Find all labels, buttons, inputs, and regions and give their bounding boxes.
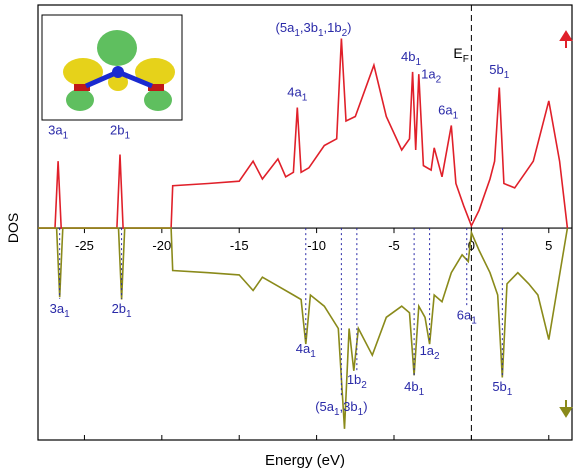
peak-label: 1b2 xyxy=(347,372,367,391)
peak-label: 6a1 xyxy=(438,102,458,121)
label-part: 2b xyxy=(112,301,126,316)
label-part: 2b xyxy=(110,122,124,137)
x-tick-label: -15 xyxy=(230,238,249,253)
x-tick-label: -25 xyxy=(75,238,94,253)
spin-up-arrow xyxy=(559,30,573,48)
label-part: (5a xyxy=(315,399,335,414)
peak-label: 5b1 xyxy=(492,379,512,398)
subscript: 1 xyxy=(358,407,364,418)
label-part: ,3b xyxy=(340,399,358,414)
plot-frame xyxy=(37,4,573,441)
subscript: 2 xyxy=(361,380,367,391)
peak-label: 3a1 xyxy=(50,301,70,320)
subscript: 1 xyxy=(124,130,130,141)
subscript: 1 xyxy=(126,309,132,320)
subscript: 1 xyxy=(302,92,308,103)
inset xyxy=(41,14,183,121)
peak-label: 2b1 xyxy=(110,122,130,141)
subscript: 2 xyxy=(434,351,440,362)
fermi-label: EF xyxy=(453,45,468,65)
subscript: 1 xyxy=(318,28,324,39)
x-axis-label: Energy (eV) xyxy=(265,452,345,469)
y-axis-label: DOS xyxy=(5,213,21,243)
peak-label: 4b1 xyxy=(401,49,421,68)
peak-label: (5a1,3b1) xyxy=(315,399,367,418)
subscript: F xyxy=(463,54,469,65)
peak-label: 5b1 xyxy=(489,62,509,81)
label-part: 6a xyxy=(457,308,472,323)
subscript: 1 xyxy=(334,407,340,418)
label-part: 5b xyxy=(489,62,503,77)
label-part: ) xyxy=(363,399,367,414)
dos-line xyxy=(38,227,569,429)
peak-label: 6a1 xyxy=(457,308,477,327)
peak-label: 1a2 xyxy=(420,343,440,362)
lobe xyxy=(108,73,128,91)
peak-label: 2b1 xyxy=(112,301,132,320)
atom xyxy=(148,84,164,91)
x-tick-label: -10 xyxy=(307,238,326,253)
subscript: 2 xyxy=(436,75,442,86)
label-part: 4b xyxy=(401,49,415,64)
subscript: 1 xyxy=(507,387,513,398)
peak-label: 4b1 xyxy=(404,379,424,398)
lobe xyxy=(63,58,103,86)
subscript: 1 xyxy=(453,110,459,121)
label-part: 5b xyxy=(492,379,506,394)
label-part: 4a xyxy=(296,341,311,356)
lobe xyxy=(135,58,175,86)
lobe xyxy=(144,89,172,111)
label-part: ,3b xyxy=(300,20,318,35)
subscript: 2 xyxy=(342,28,348,39)
label-part: 4b xyxy=(404,379,418,394)
subscript: 1 xyxy=(63,130,69,141)
x-tick-label: -5 xyxy=(388,238,400,253)
x-tick-label: 5 xyxy=(545,238,552,253)
peak-label: 3a1 xyxy=(48,122,68,141)
label-part: 6a xyxy=(438,102,453,117)
label-part: 3a xyxy=(48,122,63,137)
atom xyxy=(74,84,90,91)
label-part: E xyxy=(453,45,462,61)
peak-label: 1a2 xyxy=(421,67,441,86)
spin-down-arrow xyxy=(559,400,573,418)
lobe xyxy=(66,89,94,111)
subscript: 1 xyxy=(294,28,300,39)
peak-label: (5a1,3b1,1b2) xyxy=(276,20,352,39)
label-part: 4a xyxy=(287,84,302,99)
label-part: 1a xyxy=(420,343,435,358)
peak-label: 4a1 xyxy=(287,84,307,103)
subscript: 1 xyxy=(419,387,425,398)
label-part: 1a xyxy=(421,67,436,82)
peak-label: 4a1 xyxy=(296,341,316,360)
label-part: (5a xyxy=(276,20,296,35)
label-part: 1b xyxy=(347,372,361,387)
lobe xyxy=(97,30,137,66)
subscript: 1 xyxy=(310,349,316,360)
dos-line xyxy=(38,38,569,229)
label-part: ,1b xyxy=(324,20,342,35)
atom xyxy=(112,66,124,78)
subscript: 1 xyxy=(415,57,421,68)
label-part: 3a xyxy=(50,301,65,316)
subscript: 1 xyxy=(504,70,510,81)
label-part: ) xyxy=(347,20,351,35)
subscript: 1 xyxy=(64,309,70,320)
subscript: 1 xyxy=(471,316,477,327)
x-tick-label: -20 xyxy=(152,238,171,253)
